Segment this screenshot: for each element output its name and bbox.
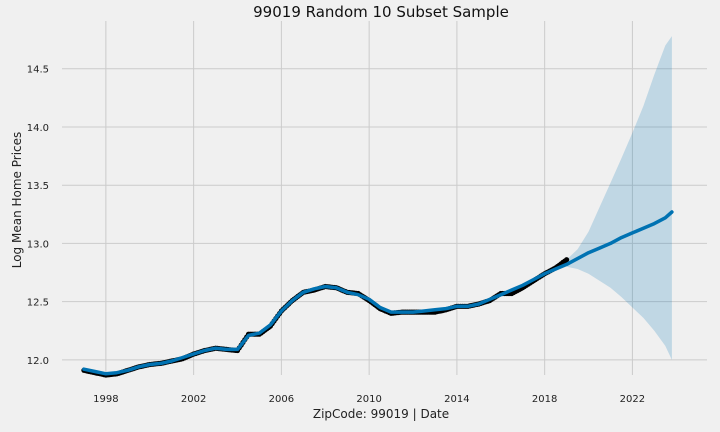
x-axis-ticks: 1998 2002 2006 2010 2014 2018 2022 xyxy=(93,394,645,405)
y-tick-label: 13.5 xyxy=(27,181,49,192)
y-tick-label: 12.5 xyxy=(27,298,49,309)
x-tick-label: 2002 xyxy=(181,394,206,405)
x-tick-label: 2022 xyxy=(620,394,645,405)
y-axis-ticks: 12.0 12.5 13.0 13.5 14.0 14.5 xyxy=(27,65,49,367)
y-tick-label: 14.5 xyxy=(27,65,49,76)
x-tick-label: 2006 xyxy=(269,394,294,405)
y-tick-label: 12.0 xyxy=(27,356,49,367)
chart-title: 99019 Random 10 Subset Sample xyxy=(253,3,509,21)
observed-point xyxy=(564,257,570,263)
forecast-line xyxy=(82,210,674,376)
y-axis-label: Log Mean Home Prices xyxy=(10,132,24,269)
x-tick-label: 1998 xyxy=(93,394,118,405)
x-tick-label: 2014 xyxy=(444,394,469,405)
y-tick-label: 14.0 xyxy=(27,123,49,134)
y-tick-label: 13.0 xyxy=(27,239,49,250)
x-axis-label: ZipCode: 99019 | Date xyxy=(313,407,449,421)
uncertainty-interval xyxy=(566,36,672,360)
plot-area xyxy=(62,21,707,375)
x-tick-label: 2010 xyxy=(356,394,381,405)
x-tick-label: 2018 xyxy=(532,394,557,405)
